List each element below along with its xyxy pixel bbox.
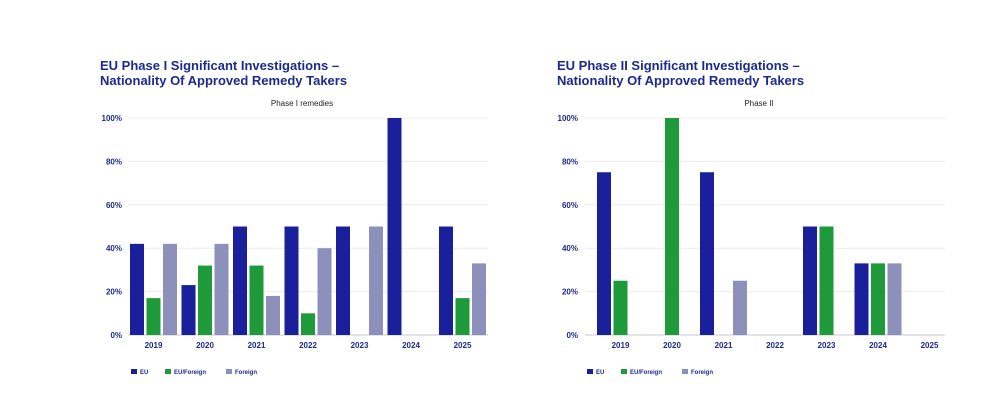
phase2-bar-foreign-2024 (887, 263, 902, 335)
phase2-legend-label: EU (596, 370, 604, 376)
phase2-bar-eu-2024 (854, 263, 869, 335)
phase1-y-tick-label: 60% (106, 201, 122, 210)
phase2-legend-label: EU/Foreign (630, 370, 662, 376)
phase1-bar-eu-2024 (387, 118, 402, 335)
phase2-bar-eu-2023 (803, 226, 817, 335)
phase1-bar-foreign-2021 (266, 295, 280, 335)
phase1-bar-eu-foreign-2025 (455, 298, 470, 335)
phase1-legend-label: EU (140, 370, 148, 376)
phase1-y-tick-label: 0% (110, 331, 122, 340)
phase1-bar-foreign-2023 (369, 226, 383, 335)
phase2-bar-eu-2019 (597, 172, 611, 335)
phase1-legend-label: EU/Foreign (174, 370, 206, 376)
phase1-bar-eu-foreign-2019 (146, 298, 161, 335)
phase2-bar-eu-foreign-2024 (871, 263, 885, 335)
phase1-subtitle: Phase I remedies (271, 99, 333, 108)
phase2-bar-eu-foreign-2020 (665, 118, 679, 335)
phase2-bar-foreign-2021 (733, 280, 747, 335)
phase2-y-tick-label: 60% (562, 201, 578, 210)
phase2-chart-panel: EU Phase II Significant Investigations –… (500, 0, 1000, 415)
phase2-x-tick-label: 2019 (612, 341, 630, 350)
phase1-x-tick-label: 2022 (299, 341, 317, 350)
phase1-y-tick-label: 20% (106, 288, 122, 297)
phase1-legend-swatch (131, 369, 137, 374)
phase1-legend-swatch (226, 369, 232, 374)
phase1-legend-swatch (165, 369, 171, 374)
phase1-x-tick-label: 2025 (454, 341, 472, 350)
phase2-x-tick-label: 2022 (766, 341, 784, 350)
phase1-bar-eu-2019 (130, 243, 144, 335)
phase2-x-tick-label: 2020 (663, 341, 681, 350)
phase2-y-tick-label: 80% (562, 157, 578, 166)
phase1-x-tick-label: 2024 (402, 341, 420, 350)
phase1-y-tick-label: 80% (106, 157, 122, 166)
phase1-y-tick-label: 40% (106, 244, 122, 253)
phase1-bar-eu-2022 (284, 226, 299, 335)
phase2-x-tick-label: 2025 (921, 341, 939, 350)
phase2-y-tick-label: 0% (566, 331, 578, 340)
phase1-y-tick-label: 100% (102, 114, 122, 123)
phase1-bar-eu-2023 (336, 226, 350, 335)
phase2-legend-swatch (682, 369, 688, 374)
phase2-subtitle: Phase II (744, 99, 773, 108)
phase1-bar-foreign-2019 (163, 243, 177, 335)
phase2-chart-title-line1: EU Phase II Significant Investigations – (557, 58, 800, 73)
phase1-bar-chart: Phase I remedies 0% 20% 40% 60% 80% 100% 2019 20… (102, 99, 488, 376)
phase1-bar-foreign-2020 (214, 243, 229, 335)
phase1-bar-foreign-2022 (317, 248, 332, 335)
phase2-bar-eu-foreign-2023 (819, 226, 834, 335)
phase1-bar-eu-2021 (233, 226, 247, 335)
phase1-bar-foreign-2025 (472, 263, 486, 335)
phase1-x-tick-label: 2023 (351, 341, 369, 350)
phase1-bar-eu-2020 (181, 285, 196, 335)
phase2-chart-title-line2: Nationality Of Approved Remedy Takers (557, 73, 805, 88)
phase1-legend-label: Foreign (235, 370, 257, 376)
phase2-y-tick-label: 100% (558, 114, 578, 123)
phase2-bar-eu-foreign-2019 (613, 280, 628, 335)
phase2-bar-eu-2021 (700, 172, 714, 335)
phase1-bar-eu-foreign-2022 (301, 313, 315, 335)
phase1-chart-title-line1: EU Phase I Significant Investigations – (100, 58, 340, 73)
phase1-x-tick-label: 2021 (248, 341, 266, 350)
phase1-chart-panel: EU Phase I Significant Investigations – … (100, 58, 488, 376)
phase1-chart-title: EU Phase I Significant Investigations – … (100, 58, 347, 88)
phase1-bar-eu-foreign-2021 (249, 265, 264, 335)
phase2-x-tick-label: 2023 (818, 341, 836, 350)
phase2-x-tick-label: 2021 (715, 341, 733, 350)
phase2-y-tick-label: 20% (562, 288, 578, 297)
phase1-bar-eu-foreign-2020 (198, 265, 212, 335)
phase2-bar-chart: Phase II 0% 20% 40% 60% 80% 100% 2019 2020 2021 20… (558, 99, 945, 376)
phase2-legend-label: Foreign (691, 370, 713, 376)
phase2-legend-swatch (621, 369, 627, 374)
phase1-x-tick-label: 2020 (196, 341, 214, 350)
phase1-chart-title-line2: Nationality Of Approved Remedy Takers (100, 73, 348, 88)
phase1-x-tick-label: 2019 (145, 341, 163, 350)
phase2-y-tick-label: 40% (562, 244, 578, 253)
phase2-x-tick-label: 2024 (869, 341, 887, 350)
phase2-chart-title: EU Phase II Significant Investigations –… (557, 58, 804, 88)
phase1-bar-eu-2025 (439, 226, 453, 335)
phase2-legend-swatch (587, 369, 593, 374)
